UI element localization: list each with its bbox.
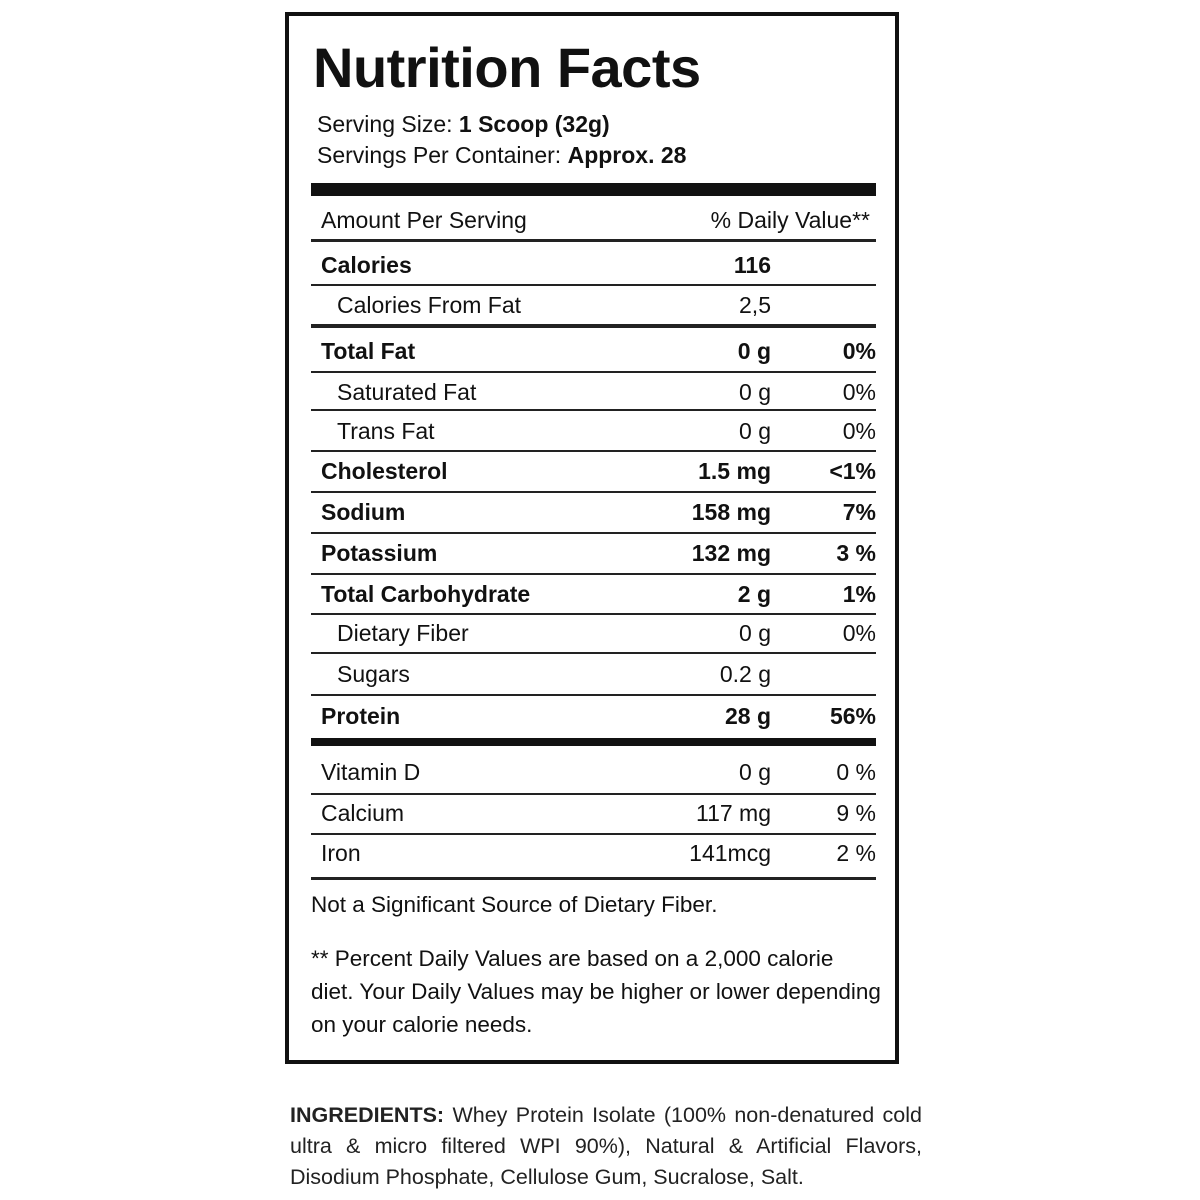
nutrient-amount: 28 g [724, 703, 771, 729]
nutrient-label: Sugars [337, 661, 410, 687]
divider [311, 371, 876, 373]
nutrient-label: Trans Fat [337, 418, 435, 444]
amount-per-serving-label: Amount Per Serving [321, 207, 527, 233]
divider [311, 450, 876, 452]
divider [311, 409, 876, 411]
nutrient-row-cholesterol: Cholesterol 1.5 mg <1% [311, 452, 876, 490]
nutrient-dv: 56% [829, 703, 876, 729]
not-significant-note: Not a Significant Source of Dietary Fibe… [311, 892, 718, 917]
divider-medium [311, 324, 876, 328]
nutrient-amount: 0 g [739, 418, 771, 444]
nutrient-amount: 2 g [737, 581, 771, 607]
nutrient-label: Total Carbohydrate [321, 581, 531, 607]
nutrient-amount: 1.5 mg [698, 458, 771, 484]
nutrient-amount: 132 mg [691, 540, 771, 566]
nutrient-amount: 0 g [739, 379, 771, 405]
serving-size: Serving Size: 1 Scoop (32g) [317, 110, 610, 138]
divider [311, 284, 876, 286]
nutrient-amount: 0 g [739, 620, 771, 646]
nutrient-dv: 0% [842, 418, 876, 444]
nutrient-amount: 158 mg [691, 499, 771, 525]
divider [311, 833, 876, 835]
vitamin-dv: 0 % [836, 759, 876, 785]
nutrient-label: Cholesterol [321, 458, 448, 484]
calories-amount: 116 [733, 252, 771, 278]
divider [311, 793, 876, 795]
divider [311, 877, 876, 880]
divider [311, 652, 876, 654]
nutrient-row-total-fat: Total Fat 0 g 0% [311, 332, 876, 370]
thick-divider [311, 738, 876, 746]
calories-from-fat-amount: 2,5 [739, 292, 771, 318]
vitamin-row-calcium: Calcium 117 mg 9 % [311, 794, 876, 832]
daily-value-footnote: ** Percent Daily Values are based on a 2… [311, 946, 881, 1037]
nutrient-label: Sodium [321, 499, 406, 525]
ingredients-heading: INGREDIENTS: [290, 1103, 445, 1127]
calories-from-fat-row: Calories From Fat 2,5 [311, 286, 876, 324]
vitamin-row-iron: Iron 141mcg 2 % [311, 834, 876, 872]
nutrient-row-dietary-fiber: Dietary Fiber 0 g 0% [311, 614, 876, 652]
daily-value-label: % Daily Value** [710, 207, 870, 233]
nutrient-dv: 0% [842, 338, 876, 364]
nutrient-dv: 0% [842, 620, 876, 646]
nutrition-facts-title: Nutrition Facts [313, 36, 701, 99]
nutrient-label: Total Fat [321, 338, 416, 364]
nutrient-row-total-carbohydrate: Total Carbohydrate 2 g 1% [311, 575, 876, 613]
nutrient-row-potassium: Potassium 132 mg 3 % [311, 534, 876, 572]
divider [311, 239, 876, 242]
nutrient-dv: 7% [842, 499, 876, 525]
nutrient-dv: 0% [842, 379, 876, 405]
nutrition-facts-panel: Nutrition Facts Serving Size: 1 Scoop (3… [285, 12, 899, 1064]
nutrient-dv: <1% [829, 458, 876, 484]
divider [311, 532, 876, 534]
servings-per-container-label: Servings Per Container: [317, 142, 562, 168]
divider [311, 613, 876, 615]
vitamin-row-vitamin-d: Vitamin D 0 g 0 % [311, 753, 876, 791]
vitamin-label: Iron [321, 840, 361, 866]
divider [311, 573, 876, 575]
serving-size-value: 1 Scoop (32g) [458, 111, 610, 137]
nutrient-label: Potassium [321, 540, 438, 566]
calories-label: Calories [321, 252, 412, 278]
ingredients-block: INGREDIENTS: Whey Protein Isolate (100% … [290, 1100, 922, 1193]
nutrient-label: Saturated Fat [337, 379, 477, 405]
vitamin-amount: 141mcg [689, 840, 771, 866]
nutrient-row-sugars: Sugars 0.2 g [311, 655, 876, 693]
nutrient-row-trans-fat: Trans Fat 0 g 0% [311, 412, 876, 450]
vitamin-amount: 117 mg [695, 800, 771, 826]
vitamin-dv: 2 % [836, 840, 876, 866]
nutrient-amount: 0 g [737, 338, 771, 364]
nutrient-row-sodium: Sodium 158 mg 7% [311, 493, 876, 531]
serving-size-label: Serving Size: [317, 111, 453, 137]
vitamin-label: Vitamin D [321, 759, 421, 785]
ingredients-text: Whey Protein Isolate (100% non-denatured… [290, 1103, 922, 1189]
nutrient-dv: 1% [842, 581, 876, 607]
nutrient-dv: 3 % [836, 540, 876, 566]
thick-divider [311, 183, 876, 196]
nutrient-row-saturated-fat: Saturated Fat 0 g 0% [311, 373, 876, 411]
servings-per-container: Servings Per Container: Approx. 28 [317, 141, 686, 169]
divider [311, 491, 876, 493]
calories-row: Calories 116 [311, 246, 876, 284]
servings-per-container-value: Approx. 28 [567, 142, 687, 168]
nutrient-amount: 0.2 g [719, 661, 771, 687]
vitamin-amount: 0 g [739, 759, 771, 785]
vitamin-label: Calcium [321, 800, 405, 826]
vitamin-dv: 9 % [836, 800, 876, 826]
nutrient-row-protein: Protein 28 g 56% [311, 697, 876, 735]
calories-from-fat-label: Calories From Fat [337, 292, 522, 318]
divider [311, 694, 876, 696]
table-header: Amount Per Serving % Daily Value** [311, 202, 876, 238]
nutrient-label: Protein [321, 703, 401, 729]
nutrient-label: Dietary Fiber [337, 620, 469, 646]
